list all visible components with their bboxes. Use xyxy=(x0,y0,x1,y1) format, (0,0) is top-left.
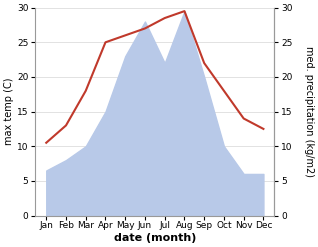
Y-axis label: max temp (C): max temp (C) xyxy=(4,78,14,145)
X-axis label: date (month): date (month) xyxy=(114,233,196,243)
Y-axis label: med. precipitation (kg/m2): med. precipitation (kg/m2) xyxy=(304,46,314,177)
